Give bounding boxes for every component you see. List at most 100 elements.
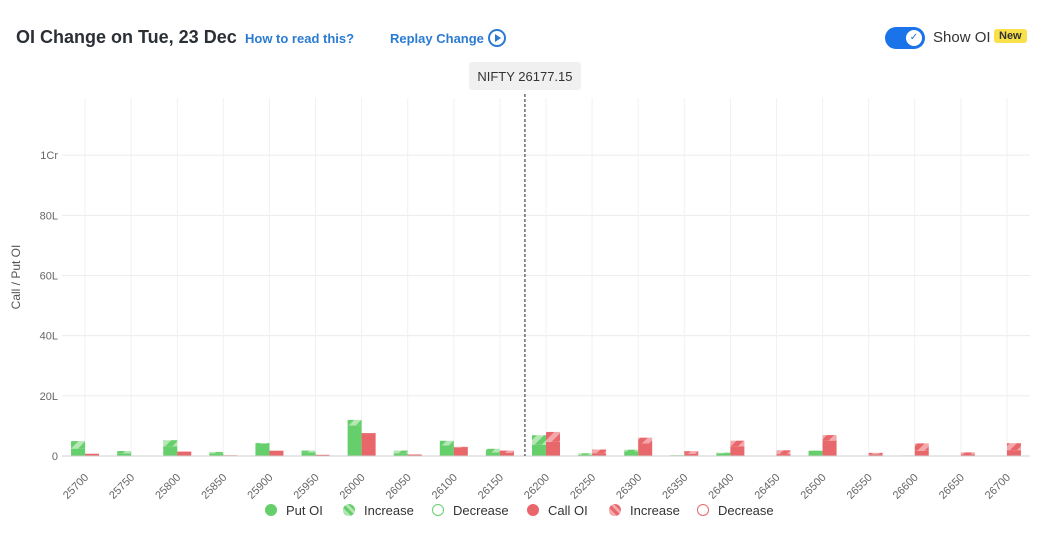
put-oi-bar xyxy=(347,425,362,456)
replay-change-link[interactable]: Replay Change xyxy=(390,31,484,46)
legend-label: Decrease xyxy=(718,503,774,518)
legend-label: Increase xyxy=(364,503,414,518)
call-decrease-bar xyxy=(361,433,376,436)
put-oi-bar xyxy=(163,446,178,456)
chart-header: OI Change on Tue, 23 Dec How to read thi… xyxy=(0,0,1042,76)
call-oi-bar xyxy=(868,454,883,456)
put-oi-bar xyxy=(716,453,731,456)
put-increase-bar xyxy=(209,451,224,454)
x-tick-label: 25900 xyxy=(245,472,275,500)
call-oi-bar xyxy=(361,434,376,456)
legend-swatch-icon xyxy=(265,504,277,516)
call-increase-bar xyxy=(638,437,653,444)
call-increase-bar xyxy=(684,451,699,454)
put-increase-bar xyxy=(578,453,593,455)
legend-label: Increase xyxy=(630,503,680,518)
call-oi-bar xyxy=(315,454,330,456)
legend-label: Call OI xyxy=(548,503,588,518)
put-increase-bar xyxy=(532,435,546,445)
axes: 0 20L 40L 60L 80L 1Cr Call / Put OI 25700 25750 2… xyxy=(9,62,1030,500)
y-tick-label: 80L xyxy=(40,210,58,222)
x-tick-label: 25850 xyxy=(199,472,229,500)
put-oi-bar xyxy=(578,454,593,456)
y-tick-label: 40L xyxy=(40,331,58,343)
call-oi-bar xyxy=(453,447,468,456)
call-oi-bar xyxy=(960,454,975,456)
y-tick-label: 20L xyxy=(40,391,58,403)
call-oi-bar xyxy=(499,452,514,456)
legend-swatch-icon xyxy=(697,504,709,516)
call-increase-bar xyxy=(453,446,468,448)
call-oi-bar xyxy=(684,453,699,456)
grid xyxy=(62,98,1030,457)
call-oi-bar xyxy=(85,453,100,456)
check-icon: ✓ xyxy=(906,30,922,46)
put-increase-bar xyxy=(393,450,408,454)
how-to-read-link[interactable]: How to read this? xyxy=(245,31,355,46)
call-increase-bar xyxy=(499,450,514,453)
x-tick-label: 26200 xyxy=(522,472,552,500)
put-oi-bar xyxy=(301,452,316,456)
call-increase-bar xyxy=(1006,443,1021,451)
call-oi-bar xyxy=(1006,450,1021,456)
x-tick-label: 26400 xyxy=(706,472,736,500)
legend-label: Put OI xyxy=(286,503,323,518)
call-oi-bar xyxy=(914,450,929,456)
call-oi-bar xyxy=(776,454,791,456)
call-increase-bar xyxy=(914,443,929,451)
x-tick-label: 26600 xyxy=(891,472,921,500)
x-tick-label: 26150 xyxy=(476,472,506,500)
put-increase-bar xyxy=(71,441,86,449)
oi-change-chart: 0 20L 40L 60L 80L 1Cr Call / Put OI 25700 25750 2… xyxy=(9,62,1030,500)
put-oi-bar xyxy=(209,453,224,456)
x-tick-label: 26450 xyxy=(752,472,782,500)
page-title: OI Change on Tue, 23 Dec xyxy=(16,27,237,47)
legend-label: Decrease xyxy=(453,503,509,518)
x-tick-label: 25950 xyxy=(292,472,322,500)
x-tick-label: 25700 xyxy=(61,472,91,500)
y-tick-label: 0 xyxy=(52,451,58,463)
put-increase-bar xyxy=(117,451,132,454)
call-oi-bar xyxy=(638,443,653,456)
call-increase-bar xyxy=(730,440,745,447)
put-increase-bar xyxy=(301,450,316,453)
y-axis-label: Call / Put OI xyxy=(9,245,23,310)
call-increase-bar xyxy=(868,452,883,455)
play-icon[interactable] xyxy=(488,29,506,47)
x-tick-label: 26650 xyxy=(937,472,967,500)
call-increase-bar xyxy=(960,452,975,455)
show-oi-toggle[interactable]: ✓ xyxy=(885,27,925,49)
put-oi-bar xyxy=(439,445,454,456)
legend-swatch-icon xyxy=(432,504,444,516)
x-tick-label: 26300 xyxy=(614,472,644,500)
legend-swatch-icon xyxy=(527,504,539,516)
call-increase-bar xyxy=(822,435,837,441)
spot-price-label: NIFTY 26177.15 xyxy=(477,69,572,84)
spot-price-box xyxy=(468,62,581,90)
call-increase-bar xyxy=(592,449,607,454)
x-tick-label: 26350 xyxy=(660,472,690,500)
call-oi-bar xyxy=(592,453,607,456)
put-oi-bar xyxy=(393,453,408,456)
put-increase-bar xyxy=(439,440,454,446)
x-tick-label: 26100 xyxy=(430,472,460,500)
put-increase-bar xyxy=(255,442,270,444)
put-oi-bar xyxy=(117,453,132,456)
put-increase-bar xyxy=(163,440,178,447)
put-increase-bar xyxy=(347,419,362,426)
put-increase-bar xyxy=(485,448,500,453)
call-oi-bar xyxy=(822,440,837,456)
call-oi-bar xyxy=(269,451,284,456)
call-decrease-bar xyxy=(269,450,284,453)
call-oi-bar xyxy=(177,452,192,456)
legend-swatch-icon xyxy=(609,504,621,516)
x-tick-label: 26500 xyxy=(799,472,829,500)
call-oi-bar xyxy=(730,446,745,456)
new-badge: New xyxy=(994,29,1027,43)
put-oi-bar xyxy=(808,450,823,456)
show-oi-label: Show OI xyxy=(933,29,991,46)
put-oi-bar xyxy=(624,451,639,456)
put-oi-bar xyxy=(71,448,86,456)
x-tick-label: 25750 xyxy=(107,472,137,500)
y-tick-label: 60L xyxy=(40,270,58,282)
